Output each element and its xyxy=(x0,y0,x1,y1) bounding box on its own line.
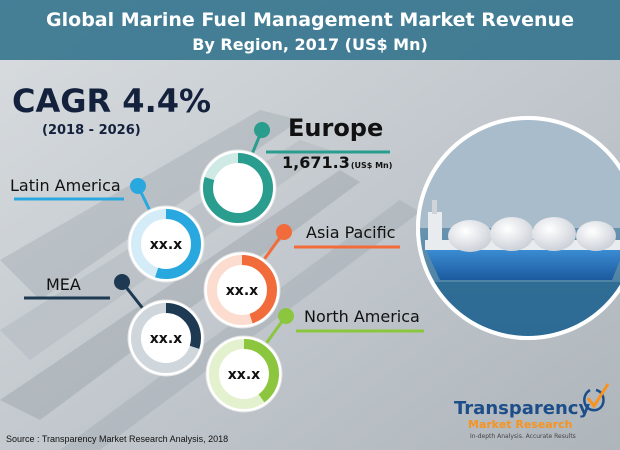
north-america-ring-value: xx.x xyxy=(228,367,260,383)
title-band xyxy=(0,0,620,60)
north-america-label: North America xyxy=(304,307,420,326)
region-latin-america: xx.x Latin America xyxy=(10,176,205,283)
latin-america-dot xyxy=(130,178,146,194)
chart-title: Global Marine Fuel Management Market Rev… xyxy=(46,9,574,31)
latin-america-ring-arc xyxy=(131,209,201,279)
latin-america-ring-value: xx.x xyxy=(150,237,182,253)
mea-dot xyxy=(114,274,130,290)
region-europe: Europe 1,671.3(US$ Mn) xyxy=(199,114,392,227)
region-mea: xx.x MEA xyxy=(24,274,205,377)
mea-label: MEA xyxy=(46,275,81,294)
brand-tagline: In-depth Analysis. Accurate Results xyxy=(470,433,576,440)
north-america-ring-arc xyxy=(209,339,279,409)
region-rings: Europe 1,671.3(US$ Mn) xx.x Latin Americ… xyxy=(10,114,424,413)
source-note: Source : Transparency Market Research An… xyxy=(6,434,228,444)
region-asia-pacific: xx.x Asia Pacific xyxy=(203,223,400,329)
europe-ring-arc xyxy=(203,153,273,223)
asia-pacific-dot xyxy=(276,224,292,240)
europe-label: Europe xyxy=(288,114,383,142)
north-america-dot xyxy=(278,308,294,324)
brand-name-line1: Transparency xyxy=(454,398,590,419)
asia-pacific-label: Asia Pacific xyxy=(306,223,395,242)
brand-logo: Transparency Market Research In-depth An… xyxy=(454,383,610,440)
brand-name-line2: Market Research xyxy=(468,418,573,431)
europe-value: 1,671.3(US$ Mn) xyxy=(282,153,392,172)
latin-america-label: Latin America xyxy=(10,176,121,195)
asia-pacific-ring-arc xyxy=(207,255,277,325)
europe-dot xyxy=(254,122,270,138)
chart-subtitle: By Region, 2017 (US$ Mn) xyxy=(192,35,428,54)
cagr-label: CAGR 4.4% xyxy=(12,82,211,120)
asia-pacific-ring-value: xx.x xyxy=(226,283,258,299)
mea-ring-arc xyxy=(131,303,201,373)
mea-ring-value: xx.x xyxy=(150,331,182,347)
cagr-period: (2018 - 2026) xyxy=(42,123,141,138)
region-north-america: xx.x North America xyxy=(205,307,424,413)
brand-check-icon xyxy=(583,383,610,412)
